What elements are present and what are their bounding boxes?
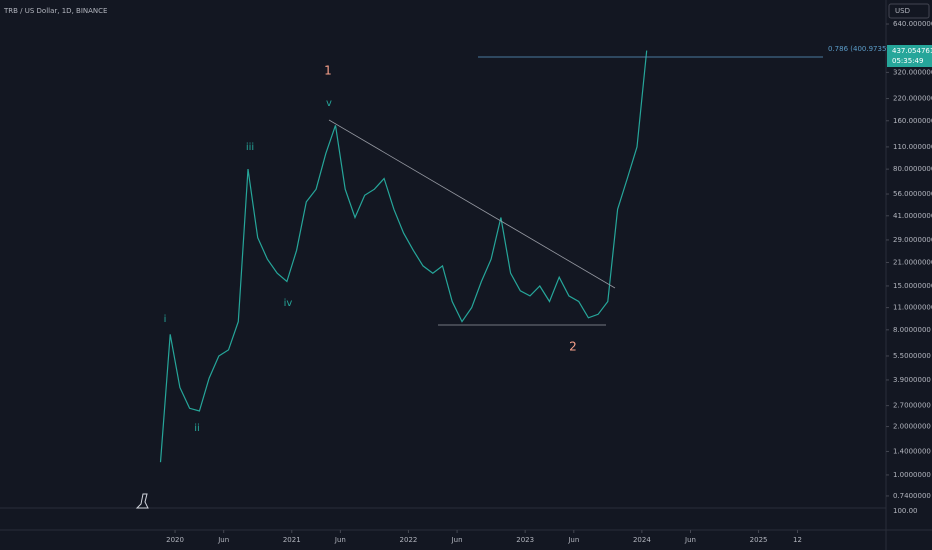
- y-tick-label: 15.0000000: [893, 282, 932, 290]
- y-tick-label: 56.0000000: [893, 190, 932, 198]
- x-tick-label: Jun: [334, 536, 346, 544]
- fib-label: 0.786 (400.9735955): [828, 45, 903, 53]
- price-tag: [887, 45, 932, 67]
- y-tick-label: 80.0000000: [893, 165, 932, 173]
- y-tick-label: 3.9000000: [893, 376, 931, 384]
- x-tick-label: 2022: [400, 536, 418, 544]
- y-tick-label: 0.7400000: [893, 492, 931, 500]
- x-tick-label: Jun: [684, 536, 696, 544]
- indicator-label: 100.00: [893, 507, 918, 515]
- x-tick-label: 2021: [283, 536, 301, 544]
- y-tick-label: 2.0000000: [893, 423, 931, 431]
- currency[interactable]: USD: [895, 7, 910, 15]
- wave-label: ii: [194, 423, 200, 434]
- y-tick-label: 21.0000000: [893, 258, 932, 266]
- x-tick-label: 2025: [750, 536, 768, 544]
- symbol-title: TRB / US Dollar, 1D, BINANCE: [3, 7, 107, 15]
- logo: [135, 493, 149, 509]
- y-tick-label: 1.4000000: [893, 447, 931, 455]
- currency-button[interactable]: [888, 3, 930, 19]
- trend-line: [328, 119, 616, 289]
- wave-label: i: [164, 314, 167, 325]
- y-tick-label: 110.0000000: [893, 143, 932, 151]
- wave-label: iii: [246, 142, 254, 153]
- x-tick-label: Jun: [451, 536, 463, 544]
- price-tag-countdown: 05:35:49: [892, 57, 923, 65]
- y-tick-label: 11.0000000: [893, 304, 932, 312]
- x-tick-label: Jun: [567, 536, 579, 544]
- x-tick-label: 2024: [633, 536, 651, 544]
- y-tick-label: 2.7000000: [893, 402, 931, 410]
- y-tick-label: 640.0000000: [893, 20, 932, 28]
- x-tick-label: Jun: [217, 536, 229, 544]
- y-tick-label: 1.0000000: [893, 471, 931, 479]
- x-tick-label: 12: [793, 536, 802, 544]
- y-tick-label: 160.0000000: [893, 117, 932, 125]
- x-tick-label: 2020: [166, 536, 184, 544]
- x-tick-label: 2023: [516, 536, 534, 544]
- wave-label: v: [326, 98, 332, 109]
- price-line: [159, 50, 648, 463]
- y-tick-label: 220.0000000: [893, 95, 932, 103]
- y-tick-label: 5.5000000: [893, 352, 931, 360]
- wave-label: 2: [569, 340, 577, 354]
- y-tick-label: 320.0000000: [893, 68, 932, 76]
- y-tick-label: 41.0000000: [893, 212, 932, 220]
- wave-label: iv: [284, 298, 293, 309]
- y-tick-label: 8.0000000: [893, 326, 931, 334]
- wave-label: 1: [324, 64, 332, 78]
- price-tag-price: 437.0547613: [892, 47, 932, 55]
- y-tick-label: 29.0000000: [893, 236, 932, 244]
